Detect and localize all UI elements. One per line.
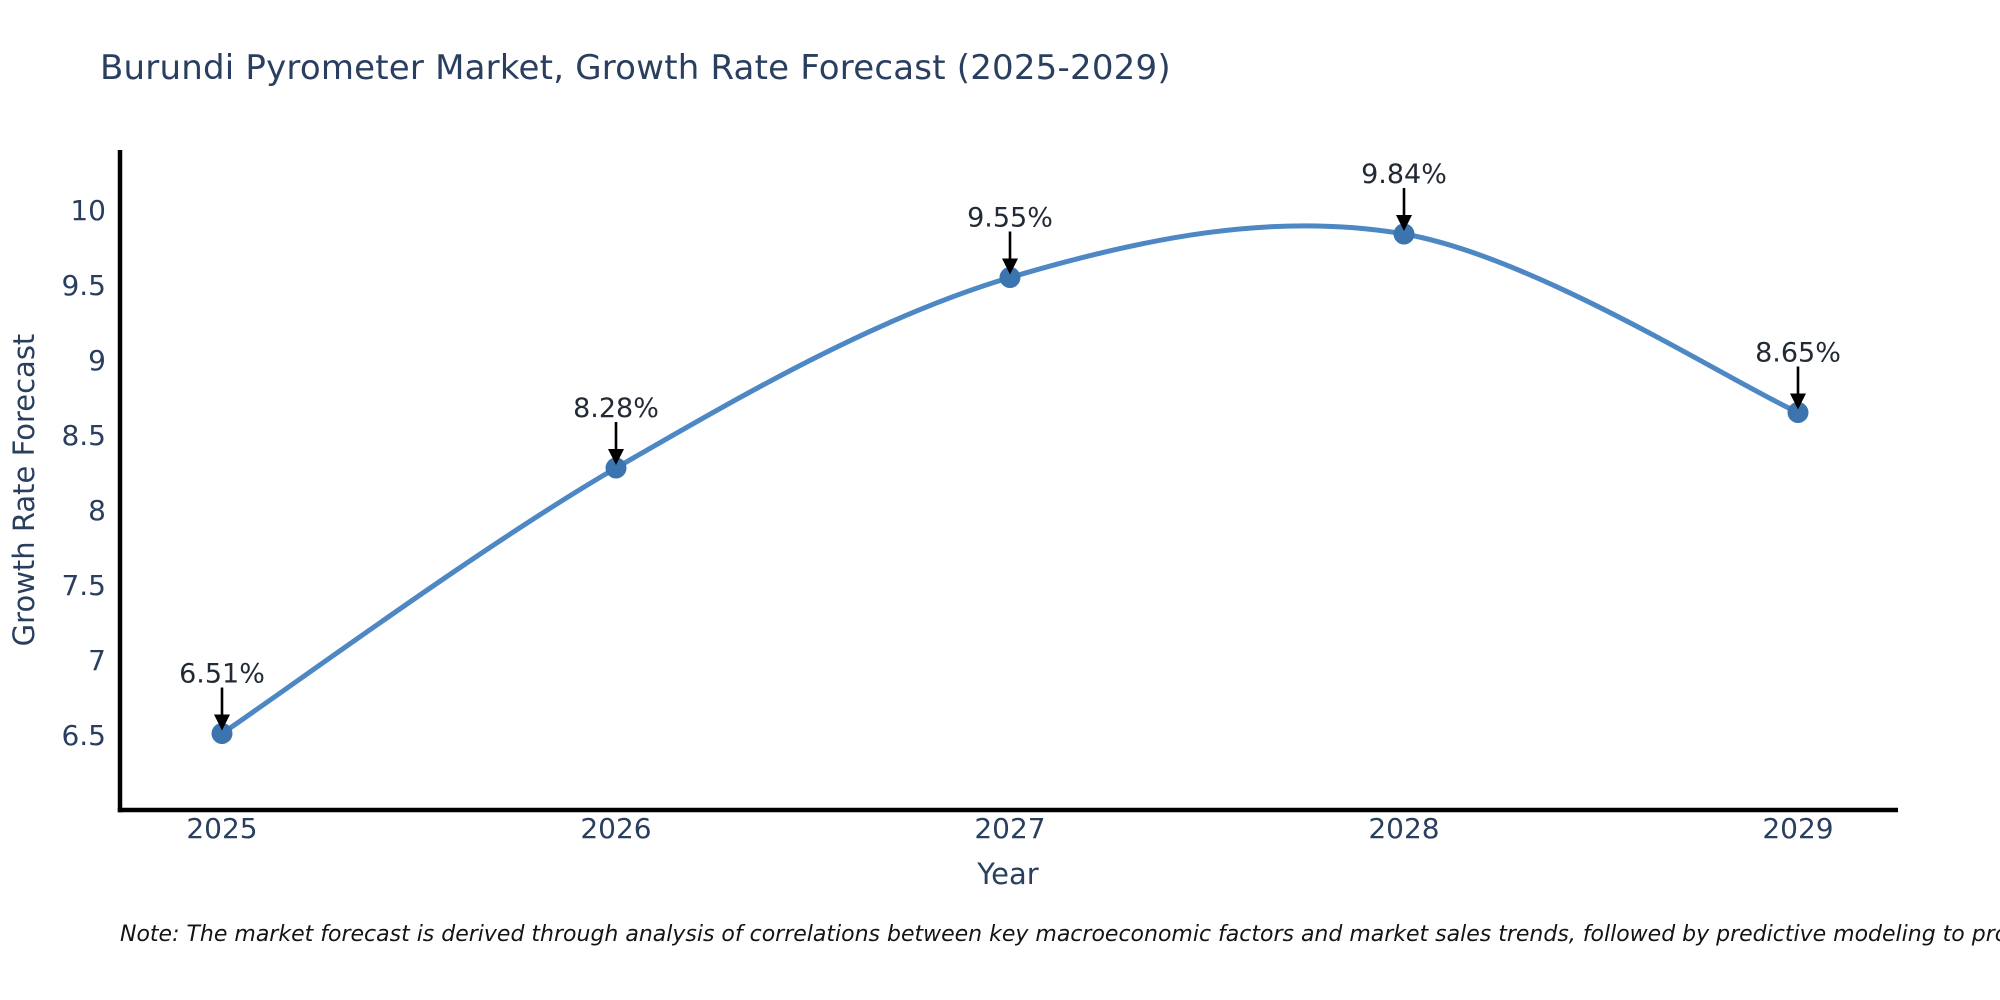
annotation-label: 8.65% [1755, 338, 1841, 369]
annotation-arrowhead [608, 449, 624, 465]
y-tick-label: 7 [88, 644, 106, 677]
y-tick-label: 8 [88, 494, 106, 527]
data-point-marker [1393, 223, 1415, 245]
data-point-marker [211, 723, 233, 744]
annotation-label: 9.55% [967, 203, 1053, 234]
x-axis-title: Year [976, 857, 1038, 891]
data-point-marker [999, 267, 1021, 288]
trend-line [219, 223, 1801, 736]
x-tick-label: 2029 [1762, 812, 1833, 845]
y-tick-label: 10 [70, 194, 106, 227]
y-tick-label: 9.5 [61, 269, 106, 302]
y-tick-label: 8.5 [61, 419, 106, 452]
annotation-label: 8.28% [573, 393, 659, 424]
annotation-arrowhead [214, 714, 230, 731]
footnote: Note: The market forecast is derived thr… [120, 922, 2000, 947]
annotation-arrowhead [1002, 258, 1018, 275]
x-tick-label: 2025 [186, 812, 257, 845]
x-tick-label: 2026 [580, 812, 651, 845]
y-tick-label: 7.5 [61, 569, 106, 602]
x-tick-label: 2028 [1368, 812, 1439, 845]
annotation-arrowhead [1396, 215, 1412, 231]
data-point-marker [1787, 402, 1809, 423]
annotation-label: 6.51% [179, 659, 265, 690]
data-point-marker [605, 457, 627, 479]
x-tick-label: 2027 [974, 812, 1045, 845]
y-axis-title: Growth Rate Forecast [7, 334, 41, 647]
y-tick-label: 6.5 [61, 719, 106, 752]
y-tick-label: 9 [88, 344, 106, 377]
chart-title: Burundi Pyrometer Market, Growth Rate Fo… [100, 48, 1171, 88]
annotation-arrowhead [1790, 393, 1806, 410]
annotation-label: 9.84% [1361, 159, 1447, 190]
